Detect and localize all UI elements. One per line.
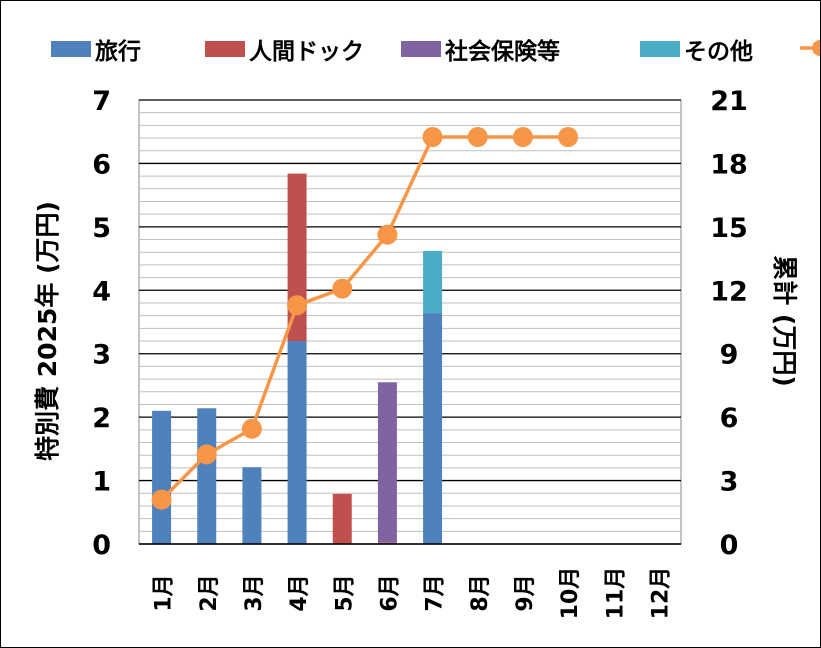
- x-tick-label: 12月: [648, 567, 673, 620]
- x-tick-label: 10月: [558, 567, 583, 620]
- cumulative-point: [241, 418, 262, 439]
- x-tick-label: 6月: [377, 574, 402, 611]
- x-tick-label: 3月: [242, 574, 267, 611]
- x-tick-label: 1月: [152, 574, 177, 611]
- y-tick-label: 5: [92, 213, 111, 244]
- legend-swatch: [205, 41, 245, 57]
- legend-label: 社会保険等: [445, 38, 560, 65]
- y2-tick-label: 0: [720, 530, 739, 561]
- cumulative-point: [558, 127, 579, 147]
- legend-label: 人間ドック: [249, 39, 364, 65]
- legend-label: 旅行: [95, 38, 141, 65]
- x-tick-label: 2月: [197, 574, 222, 611]
- y2-tick-label: 21: [710, 86, 748, 117]
- y-tick-label: 3: [92, 340, 111, 371]
- y-tick-label: 2: [92, 403, 111, 434]
- y-axis-title: 特別費 2025年 (万円): [33, 201, 62, 461]
- y2-axis-title: 累計 (万円): [770, 255, 799, 387]
- cumulative-point: [377, 224, 398, 245]
- plot-area: [138, 99, 682, 545]
- cumulative-point: [512, 127, 533, 147]
- cumulative-point: [287, 295, 308, 316]
- legend-marker-swatch: [812, 40, 820, 56]
- bar-人間ドック: [332, 493, 352, 544]
- cumulative-point: [151, 489, 172, 510]
- cumulative-point: [196, 444, 217, 465]
- bar-旅行: [197, 408, 217, 544]
- y2-tick-label: 15: [710, 213, 748, 244]
- y-tick-label: 6: [92, 149, 111, 180]
- bar-旅行: [152, 410, 172, 544]
- y-tick-label: 7: [92, 86, 111, 117]
- bar-社会保険等: [377, 382, 397, 543]
- y-tick-label: 4: [92, 276, 111, 307]
- bar-旅行: [287, 341, 307, 544]
- legend-swatch: [401, 41, 441, 57]
- y-tick-label: 0: [92, 530, 111, 561]
- legend-swatch: [640, 41, 680, 57]
- cumulative-point: [467, 127, 488, 147]
- cumulative-line: [160, 135, 569, 501]
- y2-tick-label: 18: [710, 149, 748, 180]
- y2-tick-label: 3: [720, 467, 739, 498]
- cumulative-point: [332, 278, 353, 299]
- x-tick-label: 9月: [513, 574, 538, 611]
- x-tick-label: 4月: [287, 574, 312, 611]
- bar-旅行: [423, 313, 443, 544]
- x-tick-label: 11月: [603, 567, 628, 620]
- x-tick-label: 7月: [423, 574, 448, 611]
- legend-label: その他: [684, 39, 753, 65]
- cumulative-point: [422, 127, 443, 147]
- bar-旅行: [242, 467, 262, 544]
- legend-swatch: [51, 41, 91, 57]
- y2-tick-label: 9: [720, 340, 739, 371]
- x-tick-label: 8月: [468, 574, 493, 611]
- bar-人間ドック: [287, 173, 307, 342]
- y2-tick-label: 6: [720, 403, 739, 434]
- y-tick-label: 1: [92, 467, 111, 498]
- bar-その他: [423, 250, 443, 314]
- x-tick-label: 5月: [332, 574, 357, 611]
- y2-tick-label: 12: [710, 276, 748, 307]
